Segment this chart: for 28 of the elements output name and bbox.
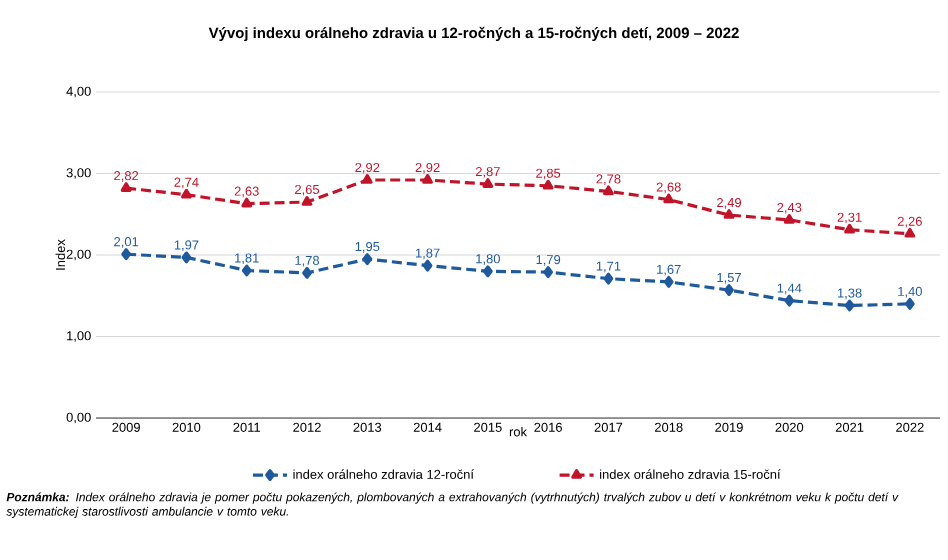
point bbox=[302, 266, 312, 279]
point bbox=[362, 253, 373, 266]
point bbox=[361, 174, 373, 184]
point bbox=[120, 182, 132, 192]
point bbox=[603, 272, 614, 285]
point bbox=[783, 213, 795, 224]
point bbox=[422, 259, 433, 272]
point bbox=[241, 197, 253, 208]
point bbox=[784, 294, 795, 307]
point bbox=[422, 174, 433, 184]
point bbox=[663, 193, 675, 204]
point bbox=[663, 275, 674, 288]
point bbox=[904, 297, 915, 310]
point bbox=[181, 251, 192, 264]
point bbox=[723, 209, 735, 219]
point bbox=[844, 299, 855, 312]
point bbox=[181, 188, 192, 199]
point bbox=[301, 196, 313, 206]
point bbox=[482, 265, 493, 278]
point bbox=[482, 178, 494, 188]
point bbox=[543, 266, 554, 279]
point bbox=[542, 179, 554, 190]
point bbox=[724, 284, 734, 297]
point bbox=[121, 248, 132, 261]
point bbox=[904, 227, 916, 238]
point bbox=[241, 264, 252, 277]
point bbox=[844, 223, 855, 234]
point bbox=[603, 185, 614, 196]
